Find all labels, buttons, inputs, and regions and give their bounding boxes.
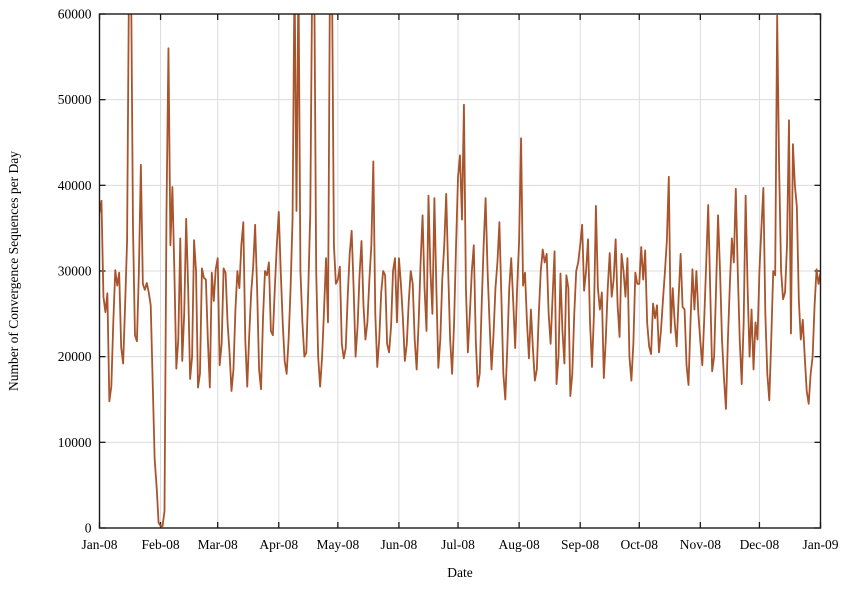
x-tick-label: Mar-08: [198, 537, 238, 552]
plot-border: [98, 13, 822, 529]
x-tick-label: Jan-09: [803, 537, 839, 552]
x-tick-label: Feb-08: [141, 537, 179, 552]
x-axis-tick-labels: Jan-08 Feb-08 Mar-08 Apr-08 May-08 Jun-08 Jul-…: [82, 537, 839, 552]
x-tick-label: Aug-08: [498, 537, 539, 552]
gridlines: [99, 14, 821, 528]
series-line: [99, 14, 821, 528]
x-tick-label: Jun-08: [381, 537, 418, 552]
data-series: [99, 14, 821, 528]
x-tick-label: Dec-08: [740, 537, 780, 552]
x-tick-label: Sep-08: [561, 537, 599, 552]
y-tick-label: 0: [85, 521, 92, 536]
y-tick-label: 40000: [58, 178, 92, 193]
x-tick-label: Oct-08: [621, 537, 659, 552]
y-tick-label: 50000: [58, 92, 92, 107]
y-tick-label: 10000: [58, 435, 92, 450]
x-tick-label: Jul-08: [441, 537, 475, 552]
x-axis-title: Date: [447, 565, 472, 580]
y-axis-tick-labels: 0 10000 20000 30000 40000 50000 60000: [58, 7, 92, 536]
x-tick-label: May-08: [316, 537, 359, 552]
x-tick-label: Apr-08: [259, 537, 298, 552]
y-axis-title: Number of Convergence Sequences per Day: [6, 151, 21, 391]
y-tick-label: 60000: [58, 7, 92, 22]
x-tick-label: Jan-08: [82, 537, 118, 552]
y-tick-label: 30000: [58, 264, 92, 279]
x-tick-label: Nov-08: [680, 537, 721, 552]
y-tick-label: 20000: [58, 349, 92, 364]
